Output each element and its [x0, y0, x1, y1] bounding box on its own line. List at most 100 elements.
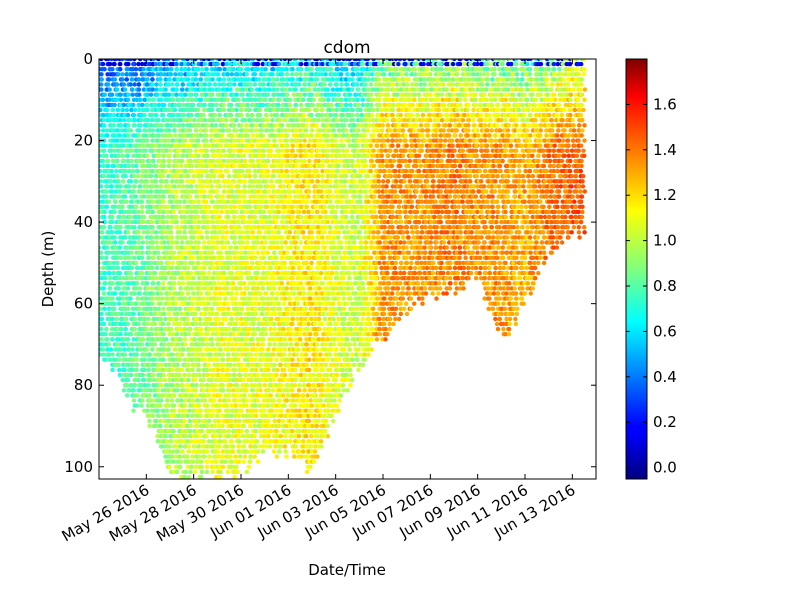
data-point [145, 153, 150, 158]
data-point [236, 97, 241, 103]
data-point [146, 97, 152, 103]
data-point [237, 174, 242, 179]
data-point [209, 342, 214, 347]
data-point [247, 281, 252, 286]
data-point [109, 92, 115, 97]
data-point [255, 352, 260, 357]
data-point [240, 240, 245, 245]
data-point [271, 449, 277, 454]
data-point [136, 250, 142, 255]
data-point [226, 434, 231, 439]
data-point [117, 143, 123, 148]
data-point [217, 168, 223, 174]
data-point [226, 342, 231, 347]
data-point [229, 316, 235, 322]
data-point [200, 67, 205, 72]
data-point [201, 342, 206, 347]
data-point [118, 255, 123, 260]
data-point [128, 352, 133, 357]
data-point [174, 469, 180, 475]
data-point [128, 209, 133, 215]
data-point [207, 428, 213, 434]
data-point [155, 352, 161, 357]
data-point [268, 357, 274, 362]
data-point [113, 240, 118, 245]
data-point [100, 347, 106, 352]
data-point [235, 398, 241, 403]
data-point [191, 82, 196, 87]
data-point [121, 102, 127, 108]
data-point [258, 388, 263, 393]
data-point [261, 153, 266, 158]
data-point [198, 133, 204, 138]
data-point [250, 133, 256, 138]
data-point [134, 367, 139, 373]
data-point [126, 347, 131, 352]
data-point [158, 260, 164, 266]
data-point [261, 82, 266, 87]
data-point [121, 296, 126, 301]
data-point [185, 311, 190, 317]
data-point [226, 179, 231, 184]
data-point [245, 133, 250, 138]
data-point [99, 189, 101, 194]
data-point [128, 367, 134, 373]
data-point [198, 250, 204, 255]
data-point [232, 235, 238, 240]
data-point [220, 423, 225, 429]
data-point [99, 235, 102, 240]
data-point [196, 306, 201, 311]
data-point [171, 413, 177, 418]
data-point [115, 97, 120, 103]
data-point [169, 245, 174, 250]
data-point [199, 459, 204, 464]
data-point [148, 204, 153, 209]
data-point [214, 102, 219, 108]
data-point [187, 148, 193, 153]
data-point [220, 464, 226, 469]
data-point [210, 260, 215, 266]
data-point [239, 107, 244, 113]
data-point [174, 240, 180, 245]
data-point [132, 225, 137, 230]
data-point [109, 311, 115, 317]
data-point [102, 92, 107, 97]
data-point [248, 219, 253, 225]
data-point [256, 316, 261, 322]
data-point [119, 128, 125, 133]
data-point [150, 225, 155, 230]
data-point [204, 230, 209, 235]
data-point [223, 235, 228, 240]
data-point [229, 418, 234, 424]
data-point [228, 439, 234, 444]
data-point [182, 214, 188, 220]
data-point [151, 199, 156, 204]
data-point [223, 296, 228, 301]
data-point [260, 347, 265, 352]
data-point [193, 388, 198, 393]
data-point [123, 168, 128, 174]
data-point [137, 128, 142, 133]
data-point [167, 77, 172, 82]
data-point [183, 235, 189, 240]
data-point [234, 128, 239, 133]
data-point [135, 265, 141, 271]
data-point [224, 123, 229, 128]
data-point [197, 434, 202, 439]
data-point [155, 138, 160, 143]
data-point [110, 214, 115, 220]
data-point [174, 225, 180, 230]
data-point [201, 454, 206, 459]
data-point [260, 118, 266, 123]
data-point [136, 82, 142, 87]
data-point [161, 357, 166, 362]
data-point [129, 158, 134, 164]
data-point [262, 383, 267, 388]
data-point [117, 276, 123, 281]
data-point [233, 301, 238, 306]
data-point [178, 337, 183, 342]
data-point [150, 148, 155, 153]
data-point [251, 342, 256, 347]
data-point [183, 342, 188, 347]
